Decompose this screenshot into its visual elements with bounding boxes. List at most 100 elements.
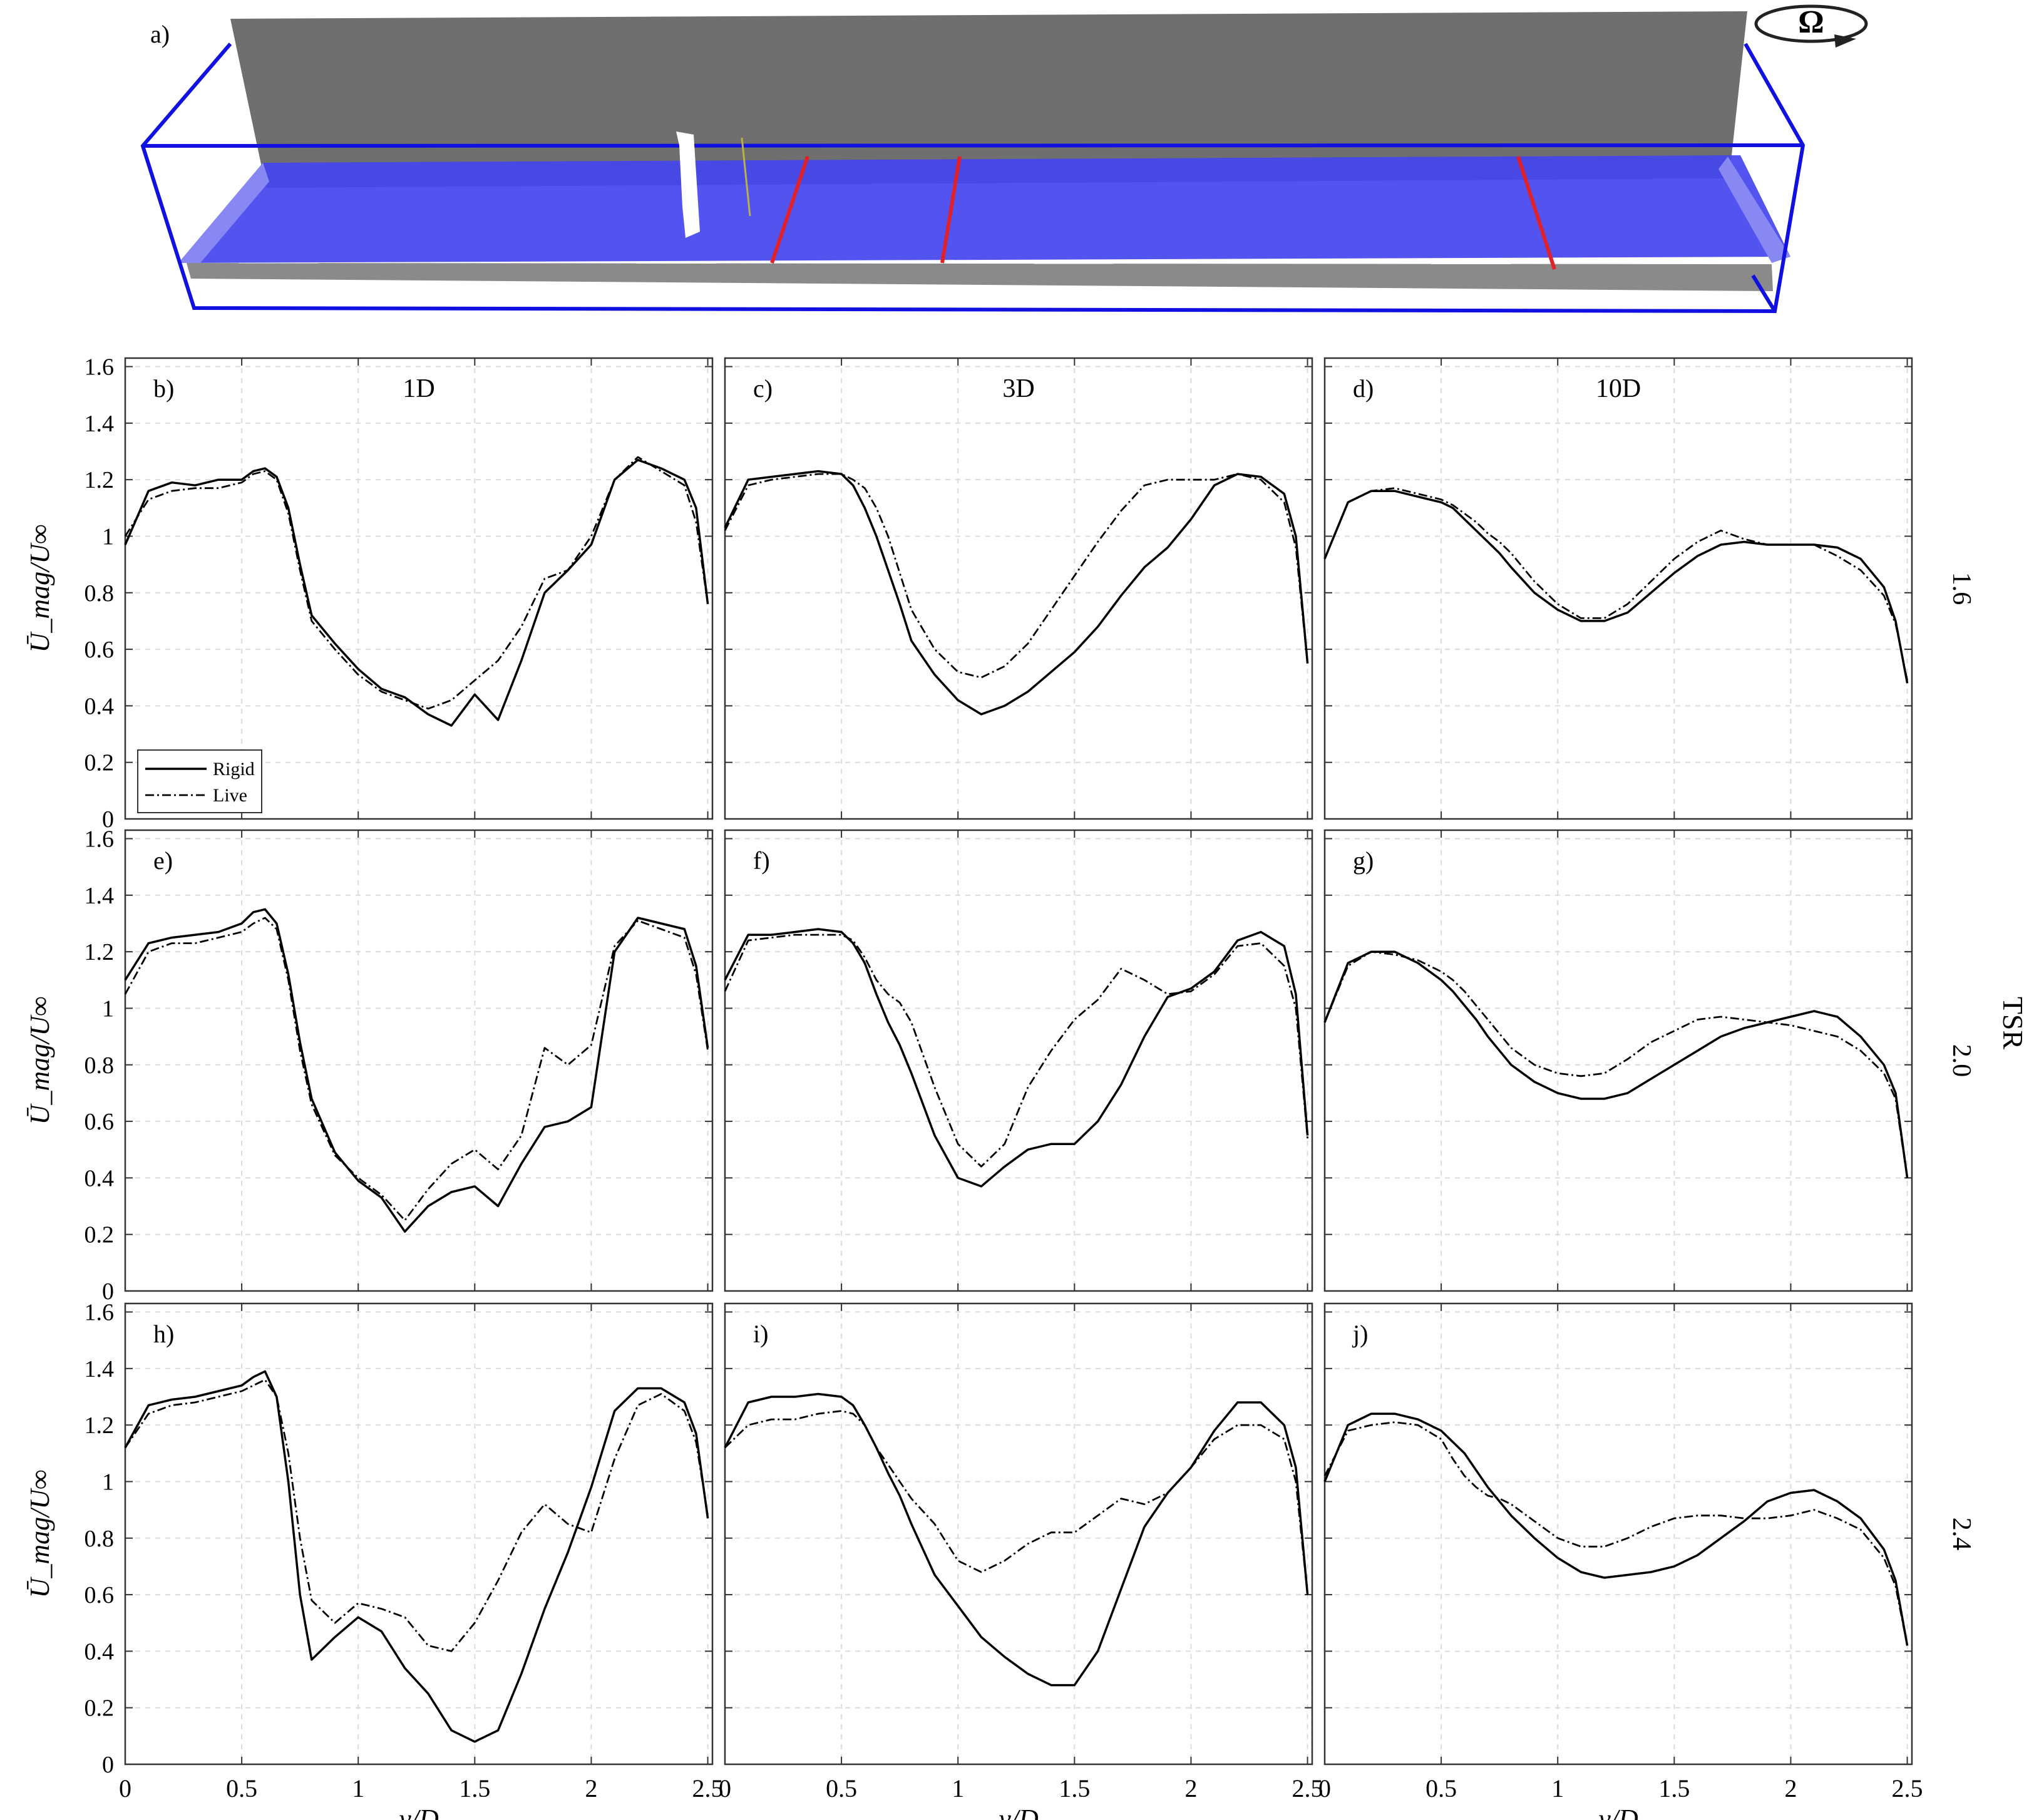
panel-label: g)	[1353, 846, 1374, 875]
y-tick-label: 0	[102, 1752, 114, 1778]
panel-label: f)	[753, 846, 770, 875]
panel-h: 0 0.2 0.4 0.6 0.8 1 1.2 1.4 1.6 Ū_mag/U∞ 0 0.5 1 1.5 2…	[24, 1300, 724, 1820]
domain-illustration: a) Ω	[140, 4, 1868, 314]
y-tick-label: 0.8	[85, 1052, 115, 1079]
x-tick-label: 0	[119, 1774, 131, 1802]
series-rigid	[1323, 950, 1909, 1178]
x-tick-label: 2.5	[1892, 1774, 1923, 1802]
column-title: 3D	[1002, 374, 1034, 403]
plot-grid: 0 0.2 0.4 0.6 0.8 1 1.2 1.4 1.6 Ū_mag/U∞ b) 1D Rigid…	[24, 354, 2029, 1820]
series-live	[724, 933, 1308, 1168]
panel-c: c) 3D	[724, 357, 1313, 820]
legend-label-live: Live	[213, 785, 247, 806]
x-axis-label: y/D	[996, 1804, 1039, 1820]
tunnel-edges	[140, 43, 1805, 314]
series-rigid	[724, 1392, 1309, 1687]
mid-plane-edge-right	[1718, 157, 1790, 263]
plot-frame	[124, 1302, 714, 1766]
y-axis-label: Ū_mag/U∞	[24, 525, 55, 653]
bottom-wall	[187, 263, 1773, 291]
mid-plane	[178, 155, 1790, 263]
y-tick-label: 0.4	[85, 1165, 115, 1191]
series-live	[1323, 1421, 1908, 1646]
y-tick-label: 0.8	[85, 1526, 115, 1552]
series-rigid	[724, 928, 1309, 1188]
y-tick-label: 1.4	[85, 1356, 115, 1382]
plot-frame	[1323, 357, 1913, 820]
x-tick-label: 1	[1551, 1774, 1564, 1802]
x-tick-label: 1.5	[1059, 1774, 1090, 1802]
panel-i: 0 0.5 1 1.5 2 2.5 y/D i)	[719, 1302, 1323, 1820]
y-tick-label: 0	[102, 806, 114, 833]
y-tick-label: 1.6	[85, 826, 115, 853]
x-tick-label: 1.5	[1658, 1774, 1690, 1802]
probe-line-1D	[770, 156, 809, 264]
mid-plane-edge-left	[178, 163, 269, 263]
plot-frame	[1323, 829, 1913, 1292]
row-title-tsr: 1.6	[1947, 572, 1976, 605]
y-tick-label: 1.6	[85, 1300, 115, 1326]
y-tick-label: 0.2	[85, 750, 115, 776]
y-tick-label: 1.4	[85, 411, 115, 437]
panel-label-a: a)	[150, 20, 170, 48]
y-tick-label: 1	[102, 523, 114, 550]
y-tick-label: 0	[102, 1278, 114, 1305]
panel-label: h)	[153, 1320, 174, 1348]
series-live	[124, 456, 709, 710]
panel-g: g)	[1323, 829, 1913, 1292]
panel-label: d)	[1353, 374, 1374, 403]
plot-frame	[124, 829, 714, 1292]
y-tick-label: 1.2	[85, 939, 115, 965]
y-tick-label: 0.6	[85, 1109, 115, 1135]
panel-label: b)	[153, 374, 174, 403]
panel-f: f)	[724, 829, 1313, 1292]
plot-frame	[724, 1302, 1313, 1766]
x-tick-label: 1	[352, 1774, 364, 1802]
y-tick-label: 1.2	[85, 1412, 115, 1439]
y-tick-label: 1.4	[85, 883, 115, 909]
series-live	[724, 1410, 1308, 1595]
y-tick-label: 0.2	[85, 1695, 115, 1722]
panel-label: j)	[1352, 1320, 1368, 1348]
legend-box	[137, 749, 262, 813]
series-rigid	[124, 1370, 709, 1743]
series-rigid	[124, 458, 709, 727]
tunnel-edge-top	[142, 143, 1804, 148]
series-rigid	[124, 908, 709, 1233]
x-tick-label: 2.5	[1292, 1774, 1323, 1802]
probe-line-3D	[940, 156, 962, 264]
tsr-axis-title: TSR	[1997, 997, 2029, 1050]
x-tick-label: 2	[1784, 1774, 1797, 1802]
series-live	[724, 473, 1308, 679]
row-title-tsr: 2.4	[1947, 1518, 1976, 1551]
x-tick-label: 0.5	[826, 1774, 857, 1802]
series-rigid	[1323, 1412, 1909, 1646]
x-tick-label: 0.5	[1425, 1774, 1457, 1802]
panel-b: 0 0.2 0.4 0.6 0.8 1 1.2 1.4 1.6 Ū_mag/U∞ b) 1D Rigid…	[24, 354, 714, 833]
series-live	[1323, 950, 1908, 1178]
x-tick-label: 0	[1318, 1774, 1331, 1802]
rotation-icon: Ω	[1754, 4, 1868, 48]
x-tick-label: 2	[585, 1774, 597, 1802]
x-tick-label: 2.5	[692, 1774, 724, 1802]
series-live	[1323, 487, 1908, 681]
x-tick-label: 1.5	[459, 1774, 490, 1802]
x-tick-label: 2	[1184, 1774, 1197, 1802]
legend-label-rigid: Rigid	[213, 759, 255, 779]
plot-frame	[1323, 1302, 1913, 1766]
column-title: 10D	[1596, 374, 1641, 403]
y-tick-label: 0.4	[85, 1638, 115, 1665]
turbine-blade	[676, 131, 700, 238]
y-tick-label: 0.8	[85, 580, 115, 607]
plot-frame	[124, 357, 714, 820]
tunnel-edge-right	[1751, 274, 1777, 312]
series-live	[124, 1379, 709, 1652]
y-tick-label: 1.2	[85, 467, 115, 493]
panel-label: e)	[153, 846, 173, 875]
y-axis-label: Ū_mag/U∞	[24, 1470, 55, 1598]
x-tick-label: 0	[719, 1774, 731, 1802]
turbine-shaft	[741, 137, 751, 217]
y-tick-label: 0.4	[85, 693, 115, 719]
panel-d: d) 10D	[1323, 357, 1913, 820]
y-tick-label: 0.6	[85, 637, 115, 663]
